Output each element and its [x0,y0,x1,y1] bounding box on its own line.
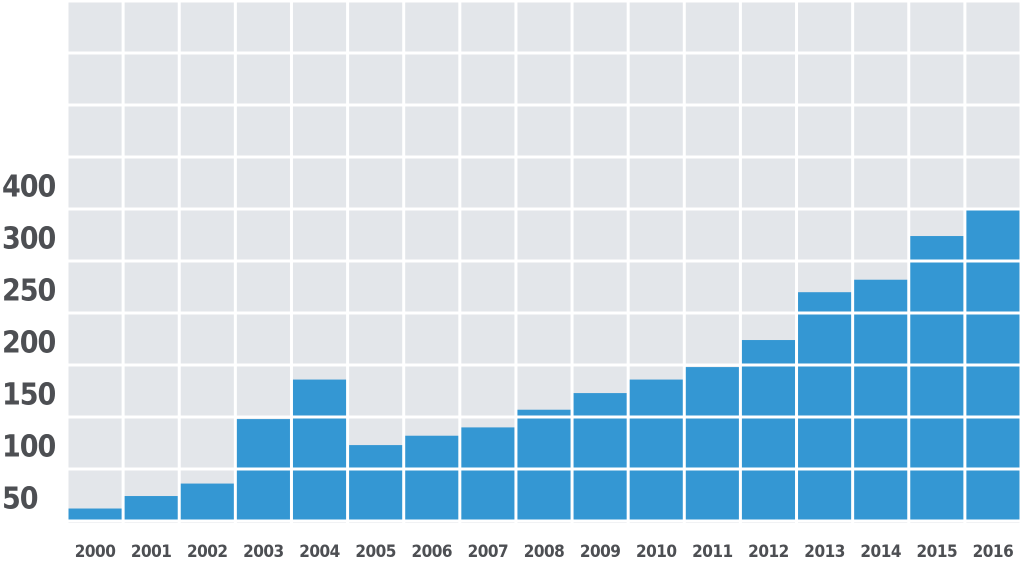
x-tick-label: 2008 [524,542,565,562]
x-tick-label: 2000 [75,542,116,562]
x-tick-label: 2007 [468,542,509,562]
bar [740,340,797,521]
x-tick-label: 2012 [748,542,789,562]
x-tick-label: 2014 [860,542,901,562]
y-tick-label: 200 [2,326,56,361]
y-tick-label: 250 [2,274,56,309]
bar [123,496,180,521]
bar [291,379,348,521]
bar [347,445,404,521]
x-tick-label: 2016 [973,542,1014,562]
x-tick-label: 2013 [804,542,845,562]
x-tick-label: 2015 [917,542,958,562]
bar [572,393,629,521]
x-tick-label: 2011 [692,542,733,562]
bar [459,427,516,521]
bar [684,367,741,521]
y-tick-label: 150 [2,378,56,413]
bar [67,508,124,521]
bar [628,379,685,521]
x-tick-label: 2002 [187,542,228,562]
y-tick-label: 50 [2,482,38,517]
bar [403,435,460,521]
x-tick-label: 2003 [243,542,284,562]
y-tick-label: 400 [2,170,56,205]
y-tick-label: 300 [2,222,56,257]
x-tick-label: 2001 [131,542,172,562]
bar [179,483,236,521]
x-tick-label: 2009 [580,542,621,562]
bar [908,236,965,522]
y-tick-label: 100 [2,430,56,465]
bar [796,292,853,521]
bar [515,409,573,521]
x-tick-label: 2005 [355,542,396,562]
x-tick-label: 2010 [636,542,677,562]
x-tick-label: 2006 [411,542,452,562]
x-tick-label: 2004 [299,542,340,562]
bar [852,279,909,521]
